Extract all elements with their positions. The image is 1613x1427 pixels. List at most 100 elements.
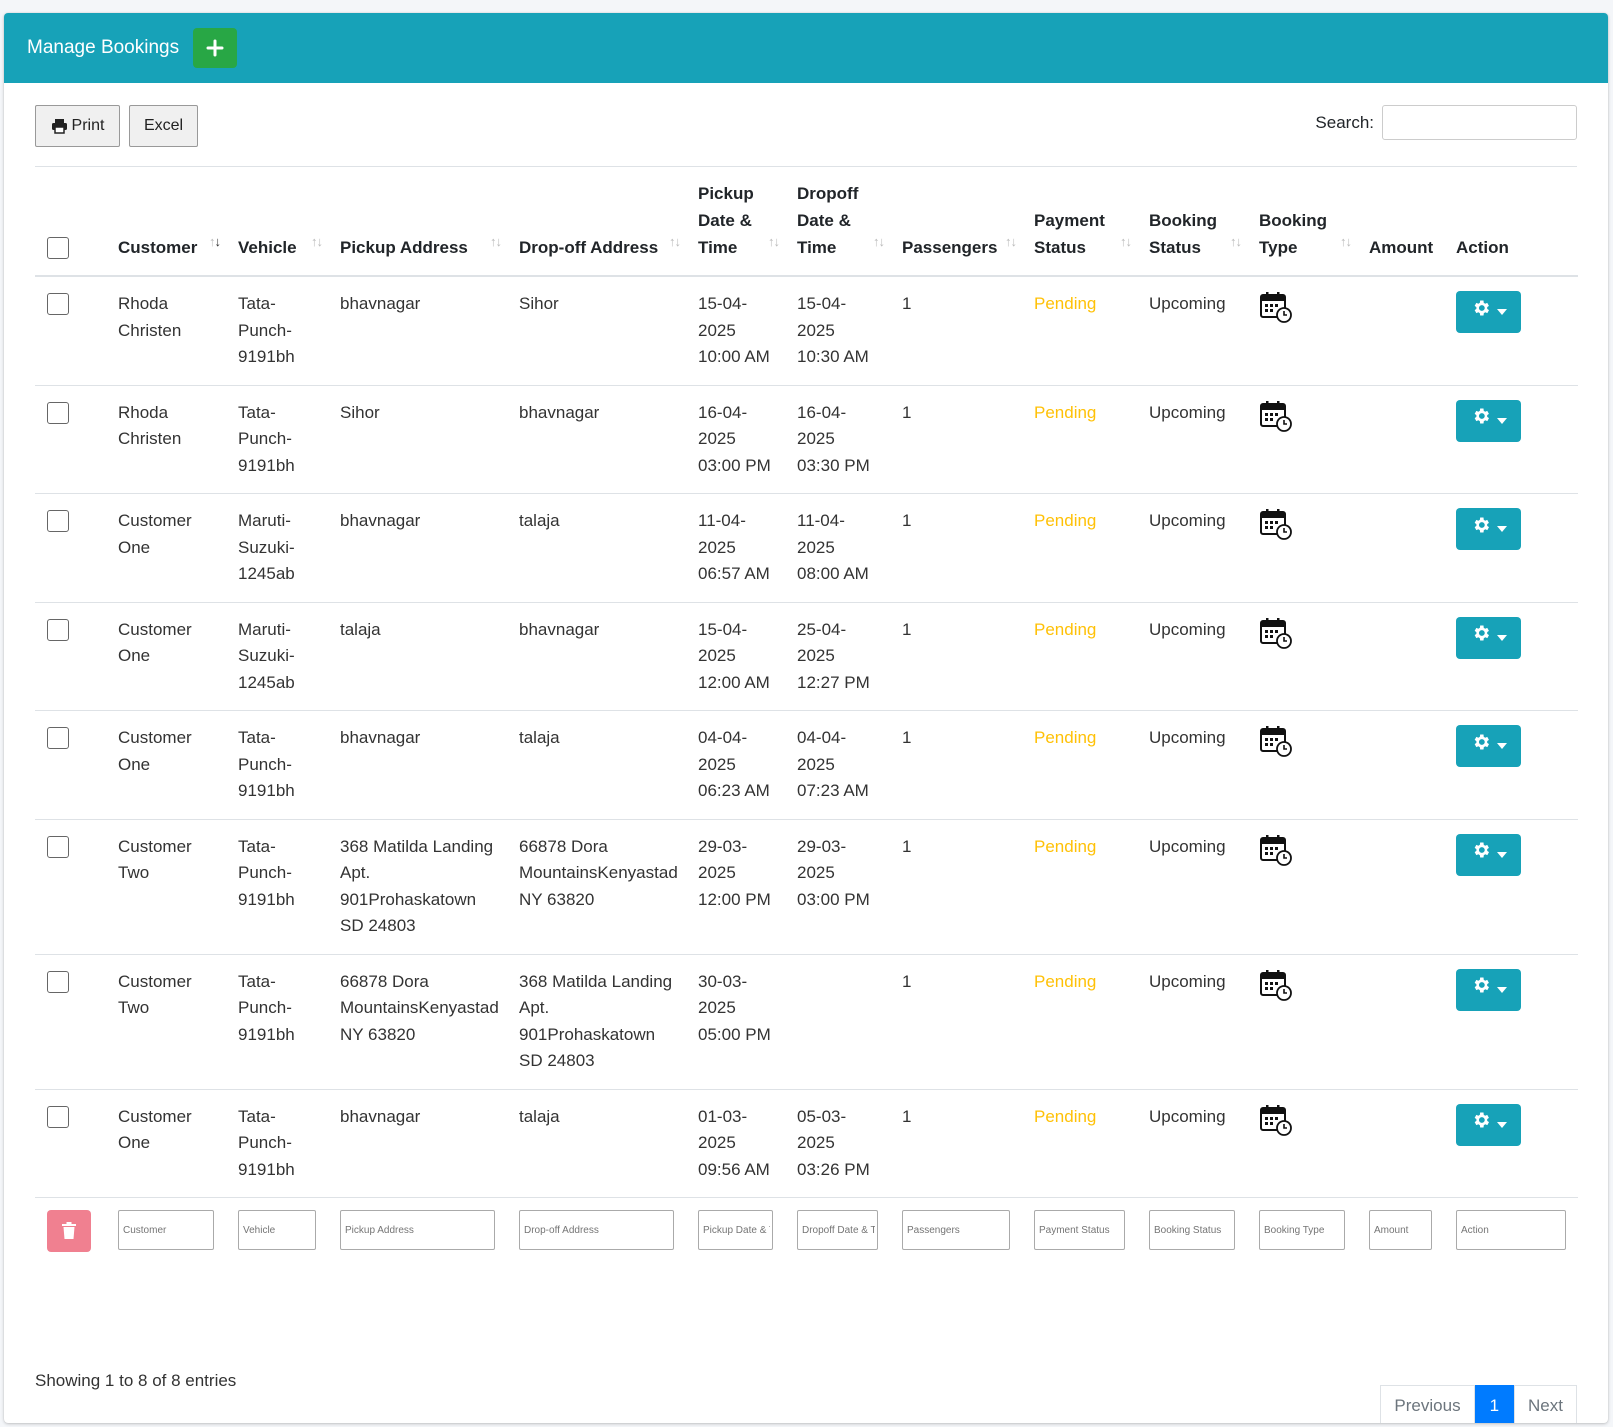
- filter-input-booking-status[interactable]: [1149, 1210, 1235, 1250]
- filter-input-pickup-address[interactable]: [340, 1210, 495, 1250]
- cell-dropoff-datetime: 05-03-2025 03:26 PM: [785, 1089, 890, 1198]
- column-header-label: Dropoff Date & Time: [797, 184, 859, 257]
- row-checkbox[interactable]: [47, 1105, 69, 1128]
- previous-page-button[interactable]: Previous: [1380, 1385, 1475, 1423]
- column-header-action: Action: [1444, 167, 1578, 277]
- sort-arrows-icon: ↑↓: [873, 234, 885, 249]
- cell-customer: Rhoda Christen: [106, 385, 226, 494]
- search-input[interactable]: [1382, 105, 1577, 140]
- row-action-dropdown-button[interactable]: [1456, 399, 1521, 442]
- column-header-dropoff-address[interactable]: Drop-off Address ↑↓: [507, 167, 686, 277]
- filter-input-customer[interactable]: [118, 1210, 214, 1250]
- column-header-booking-status[interactable]: Booking Status ↑↓: [1137, 167, 1247, 277]
- row-checkbox[interactable]: [47, 618, 69, 641]
- filter-input-passengers[interactable]: [902, 1210, 1010, 1250]
- cell-booking-status: Upcoming: [1137, 385, 1247, 494]
- cell-dropoff-address: 368 Matilda Landing Apt. 901Prohaskatown…: [507, 954, 686, 1090]
- print-button[interactable]: Print: [35, 105, 120, 147]
- gear-icon: [1471, 840, 1491, 869]
- caret-down-icon: [1496, 526, 1507, 532]
- row-checkbox[interactable]: [47, 727, 69, 749]
- row-select-cell: [35, 493, 106, 603]
- column-header-label: Booking Status: [1149, 211, 1217, 257]
- filter-input-payment-status[interactable]: [1034, 1210, 1125, 1250]
- filter-input-booking-type[interactable]: [1259, 1210, 1345, 1250]
- plus-icon: [206, 39, 224, 57]
- column-header-vehicle[interactable]: Vehicle ↑↓: [226, 167, 328, 277]
- filter-cell-dropoff-address: [507, 1198, 686, 1278]
- table-row: Customer One Maruti-Suzuki-1245ab talaja bh…: [35, 602, 1578, 711]
- cell-dropoff-address: talaja: [507, 1089, 686, 1198]
- cell-dropoff-address: Sihor: [507, 276, 686, 386]
- column-header-passengers[interactable]: Passengers ↑↓: [890, 167, 1022, 277]
- filter-input-dropoff-address[interactable]: [519, 1210, 674, 1250]
- row-action-dropdown-button[interactable]: [1456, 725, 1521, 767]
- row-checkbox[interactable]: [47, 293, 69, 315]
- row-action-dropdown-button[interactable]: [1456, 968, 1521, 1011]
- cell-passengers: 1: [890, 710, 1022, 820]
- caret-down-icon: [1496, 743, 1507, 749]
- calendar-clock-icon: [1259, 969, 1293, 1005]
- cell-passengers: 1: [890, 1089, 1022, 1198]
- select-all-checkbox[interactable]: [47, 237, 69, 259]
- row-action-dropdown-button[interactable]: [1456, 291, 1521, 333]
- cell-pickup-address: Sihor: [328, 385, 507, 494]
- caret-down-icon: [1496, 309, 1507, 315]
- page-1-button[interactable]: 1: [1474, 1385, 1515, 1423]
- row-checkbox[interactable]: [47, 401, 69, 424]
- row-select-cell: [35, 276, 106, 386]
- column-header-payment-status[interactable]: Payment Status ↑↓: [1022, 167, 1137, 277]
- calendar-clock-icon: [1259, 726, 1293, 761]
- cell-pickup-datetime: 16-04-2025 03:00 PM: [686, 385, 785, 494]
- table-row: Customer One Tata-Punch-9191bh bhavnagar ta…: [35, 1089, 1578, 1198]
- column-header-booking-type[interactable]: Booking Type ↑↓: [1247, 167, 1357, 277]
- column-header-dropoff-datetime[interactable]: Dropoff Date & Time ↑↓: [785, 167, 890, 277]
- cell-payment-status: Pending: [1022, 276, 1137, 386]
- cell-vehicle: Tata-Punch-9191bh: [226, 1089, 328, 1198]
- caret-down-icon: [1496, 634, 1507, 641]
- row-action-dropdown-button[interactable]: [1456, 833, 1521, 876]
- cell-booking-type: [1247, 276, 1357, 386]
- filter-input-vehicle[interactable]: [238, 1210, 316, 1250]
- column-header-pickup-address[interactable]: Pickup Address ↑↓: [328, 167, 507, 277]
- row-checkbox[interactable]: [47, 970, 69, 993]
- trash-icon: [62, 1222, 76, 1239]
- column-header-label: Customer: [118, 238, 198, 257]
- cell-action: [1444, 602, 1578, 711]
- cell-pickup-address: 66878 Dora MountainsKenyastad NY 63820: [328, 954, 507, 1090]
- row-action-dropdown-button[interactable]: [1456, 616, 1521, 659]
- filter-cell-pickup-datetime: [686, 1198, 785, 1278]
- filter-input-pickup-datetime[interactable]: [698, 1210, 773, 1250]
- row-select-cell: [35, 954, 106, 1090]
- filter-input-dropoff-datetime[interactable]: [797, 1210, 878, 1250]
- excel-button[interactable]: Excel: [129, 105, 198, 147]
- calendar-clock-icon: [1259, 834, 1293, 870]
- cell-passengers: 1: [890, 819, 1022, 955]
- column-header-customer[interactable]: Customer ↑↓: [106, 167, 226, 277]
- filter-input-amount[interactable]: [1369, 1210, 1432, 1250]
- row-checkbox[interactable]: [47, 510, 69, 532]
- column-header-pickup-datetime[interactable]: Pickup Date & Time ↑↓: [686, 167, 785, 277]
- cell-vehicle: Maruti-Suzuki-1245ab: [226, 602, 328, 711]
- cell-payment-status: Pending: [1022, 1089, 1137, 1198]
- cell-dropoff-address: bhavnagar: [507, 602, 686, 711]
- calendar-clock-icon: [1259, 617, 1293, 653]
- gear-icon: [1471, 975, 1491, 1004]
- filter-cell-pickup-address: [328, 1198, 507, 1278]
- cell-passengers: 1: [890, 493, 1022, 603]
- sort-arrows-icon: ↑↓: [1230, 234, 1242, 249]
- next-page-button[interactable]: Next: [1514, 1385, 1577, 1423]
- cell-dropoff-datetime: 04-04-2025 07:23 AM: [785, 710, 890, 820]
- filter-input-action[interactable]: [1456, 1210, 1566, 1250]
- row-action-dropdown-button[interactable]: [1456, 508, 1521, 550]
- cell-pickup-address: talaja: [328, 602, 507, 711]
- search-label: Search:: [1315, 112, 1374, 132]
- sort-arrows-icon: ↑↓: [1005, 234, 1017, 249]
- print-label: Print: [71, 117, 105, 134]
- row-action-dropdown-button[interactable]: [1456, 1103, 1521, 1146]
- cell-passengers: 1: [890, 954, 1022, 1090]
- add-booking-button[interactable]: [193, 28, 238, 68]
- row-checkbox[interactable]: [47, 835, 69, 858]
- delete-selected-button[interactable]: [47, 1210, 91, 1252]
- column-header-label: Drop-off Address: [519, 238, 659, 257]
